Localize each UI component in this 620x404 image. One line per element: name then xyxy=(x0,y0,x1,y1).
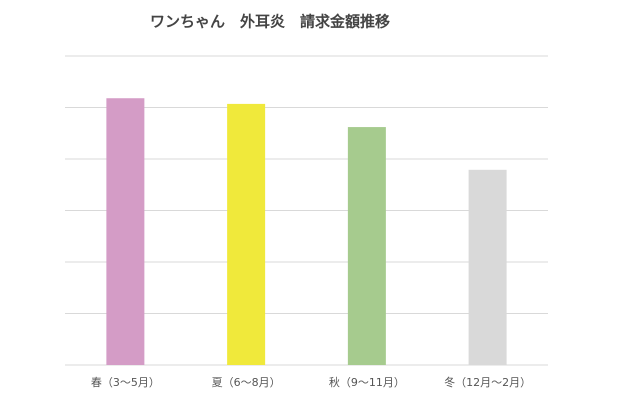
bar xyxy=(468,169,507,365)
bar xyxy=(227,103,266,366)
x-tick-label: 冬（12月〜2月） xyxy=(444,375,531,389)
x-tick-label: 秋（9〜11月） xyxy=(329,375,405,389)
x-tick-label: 春（3〜5月） xyxy=(91,376,160,389)
bar xyxy=(347,127,386,365)
bar xyxy=(106,98,145,365)
x-tick-label: 夏（6〜8月） xyxy=(212,376,281,389)
chart-title: ワンちゃん 外耳炎 請求金額推移 xyxy=(150,13,390,31)
